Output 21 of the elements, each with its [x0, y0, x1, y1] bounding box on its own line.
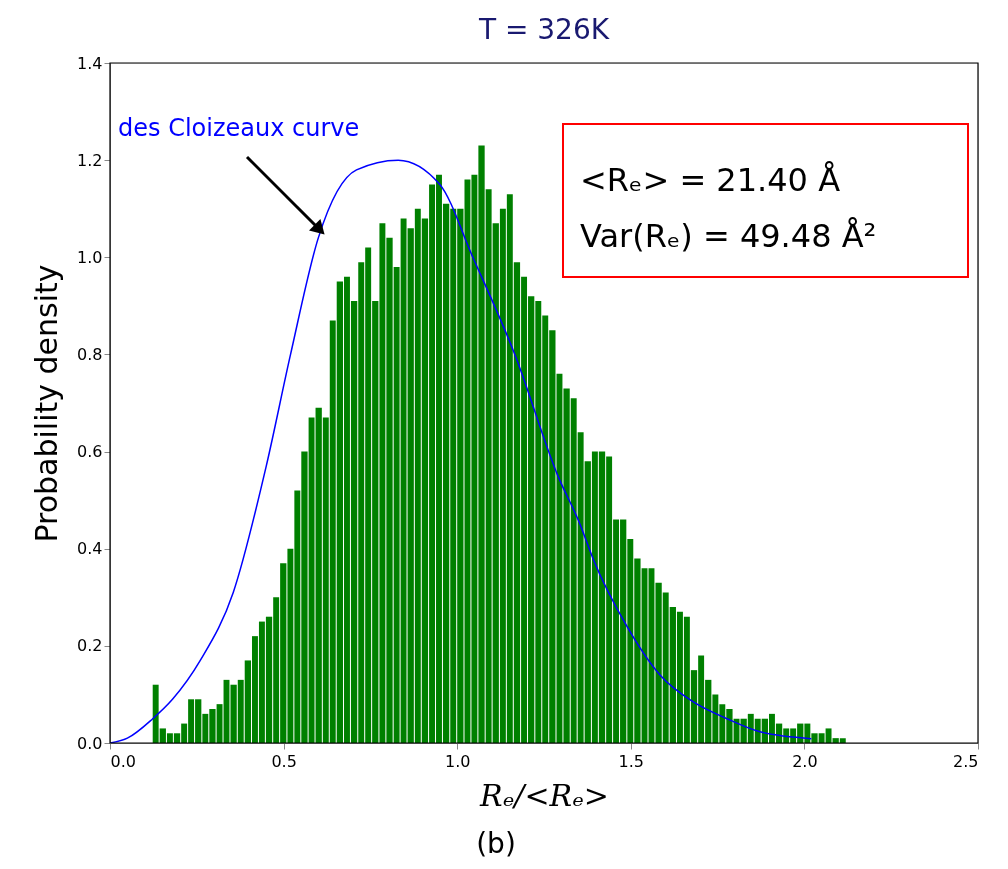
x-tick-label: 1.5 — [618, 751, 645, 771]
x-tick-label: 2.5 — [953, 751, 979, 771]
y-tick-label: 0.8 — [77, 344, 103, 364]
annotation: <Rₑ> = 21.40 Å — [580, 161, 841, 199]
annotation: Var(Rₑ) = 49.48 Å² — [580, 217, 877, 255]
x-tick-label: 0.0 — [110, 751, 136, 771]
y-tick-label: 0.0 — [77, 733, 103, 753]
chart-title: T = 326K — [477, 13, 610, 46]
x-tick-label: 0.5 — [271, 751, 297, 771]
text: (b) — [476, 827, 516, 860]
series-label: des Cloizeaux curve — [118, 114, 360, 142]
y-tick-label: 0.2 — [77, 636, 103, 656]
y-tick-label: 0.6 — [77, 442, 103, 462]
y-tick-label: 1.2 — [77, 150, 103, 170]
y-tick-label: 0.4 — [77, 539, 103, 559]
x-tick-label: 2.0 — [792, 751, 818, 771]
x-tick-label: 1.0 — [444, 751, 471, 771]
y-tick-label: 1.0 — [77, 247, 103, 267]
y-axis-title: Probability density — [29, 264, 65, 543]
y-tick-label: 1.4 — [77, 53, 103, 73]
x-axis-title: Rₑ/<Rₑ> — [479, 777, 609, 813]
